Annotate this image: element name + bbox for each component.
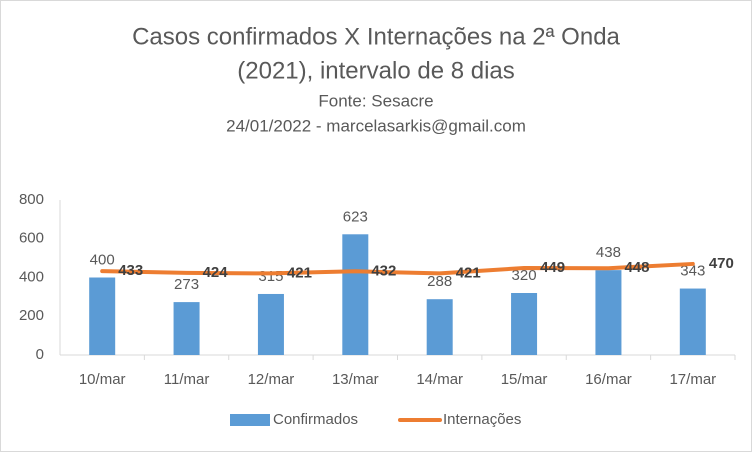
x-tick-label: 12/mar [248, 371, 295, 388]
legend-label: Internações [443, 411, 521, 428]
y-tick-label: 400 [19, 268, 44, 285]
bar [342, 234, 369, 355]
data-label: 288 [427, 273, 452, 290]
x-tick-label: 11/mar [164, 371, 210, 388]
data-label: 449 [540, 259, 565, 276]
data-label: 432 [371, 262, 396, 279]
x-tick-label: 10/mar [79, 371, 126, 388]
x-tick-label: 17/mar [669, 371, 716, 388]
bar [426, 299, 453, 355]
data-label: 424 [203, 264, 229, 281]
legend-label: Confirmados [273, 411, 358, 428]
data-label: 320 [512, 267, 537, 284]
x-tick-label: 16/mar [585, 371, 632, 388]
chart-subtitle: Fonte: Sesacre [318, 91, 433, 110]
data-label: 438 [596, 244, 621, 261]
data-label: 433 [118, 262, 143, 279]
bar [511, 293, 538, 355]
x-tick-label: 13/mar [332, 371, 379, 388]
data-label: 470 [709, 255, 734, 272]
data-label: 400 [90, 251, 115, 268]
bar [89, 277, 116, 355]
data-label: 421 [456, 264, 481, 281]
x-tick-label: 14/mar [416, 371, 463, 388]
data-label: 623 [343, 208, 368, 225]
bar [595, 270, 622, 355]
y-tick-label: 0 [36, 346, 44, 363]
bar [679, 288, 706, 355]
y-tick-label: 600 [19, 230, 44, 247]
data-label: 315 [258, 268, 283, 285]
data-label: 273 [174, 276, 199, 293]
chart-title: (2021), intervalo de 8 dias [237, 57, 515, 84]
bar [173, 302, 200, 355]
data-label: 448 [624, 259, 649, 276]
data-label: 421 [287, 264, 312, 281]
chart-subtitle: 24/01/2022 - marcelasarkis@gmail.com [226, 116, 526, 135]
chart-title: Casos confirmados X Internações na 2ª On… [132, 23, 620, 50]
y-tick-label: 800 [19, 191, 44, 208]
line [100, 261, 695, 276]
data-label: 343 [680, 263, 705, 280]
bar [257, 293, 284, 355]
x-tick-label: 15/mar [501, 371, 548, 388]
y-tick-label: 200 [19, 307, 44, 324]
legend-swatch [230, 414, 270, 426]
